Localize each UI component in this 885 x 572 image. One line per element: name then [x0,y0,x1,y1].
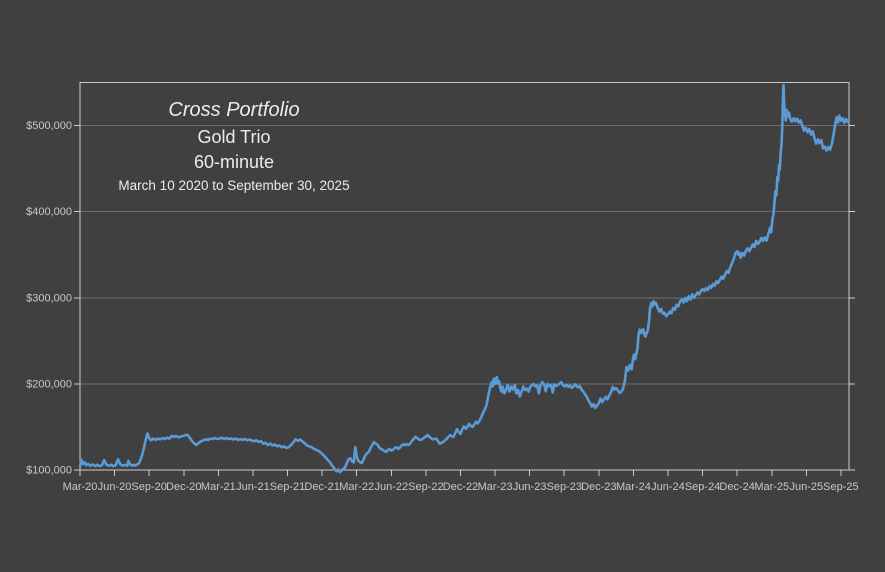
x-axis-label: Jun-20 [98,481,132,493]
x-axis-label: Mar-21 [201,481,236,493]
x-axis-label: Dec-20 [166,481,201,493]
x-axis-label: Sep-24 [685,481,720,493]
x-axis-label: Sep-25 [823,481,858,493]
y-axis-label: $100,000 [26,465,72,477]
plot-border [79,82,850,471]
x-axis-label: Jun-21 [236,481,270,493]
x-axis-label: Jun-22 [374,481,408,493]
x-axis-label: Mar-22 [339,481,374,493]
x-axis-label: Dec-23 [581,481,616,493]
x-axis-label: Dec-22 [443,481,478,493]
x-axis-label: Sep-20 [131,481,166,493]
y-axis-label: $400,000 [26,206,72,218]
x-axis-label: Jun-23 [513,481,547,493]
x-axis-label: Dec-21 [304,481,339,493]
x-axis-label: Sep-22 [408,481,443,493]
x-axis-label: Sep-21 [270,481,305,493]
x-axis-label: Dec-24 [719,481,754,493]
x-axis-label: Mar-25 [754,481,789,493]
equity-curve-line [78,83,851,474]
x-axis-label: Jun-25 [790,481,824,493]
x-axis-label: Mar-23 [478,481,513,493]
y-axis-label: $200,000 [26,378,72,390]
x-axis-label: Mar-20 [63,481,98,493]
x-axis-label: Mar-24 [616,481,651,493]
x-axis-label: Jun-24 [651,481,685,493]
x-axis-label: Sep-23 [546,481,581,493]
y-axis-label: $300,000 [26,292,72,304]
y-axis-label: $500,000 [26,120,72,132]
